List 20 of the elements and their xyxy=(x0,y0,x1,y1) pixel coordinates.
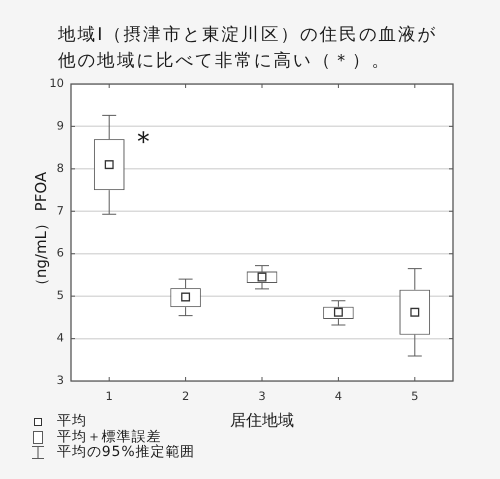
y-tick-label: 3 xyxy=(56,372,64,387)
annotation: ＊ xyxy=(129,124,158,158)
x-tick-label: 4 xyxy=(334,388,342,403)
text: 平均の95%推定範囲 xyxy=(57,444,196,460)
text: 平均 xyxy=(57,413,87,430)
x-tick-label: 2 xyxy=(182,388,190,403)
y-tick-label: 8 xyxy=(56,160,64,175)
y-tick-label: 6 xyxy=(56,246,64,260)
chart-title: 地域Ⅰ（摂津市と東淀川区）の住民の血液が他の地域に比べて非常に高い（＊）。 xyxy=(58,24,438,73)
y-tick-label: 10 xyxy=(49,76,64,90)
x-tick-label: 3 xyxy=(258,388,266,403)
y-tick-label: 7 xyxy=(56,203,64,218)
y-tick-label: 9 xyxy=(56,118,64,132)
y-tick-label: 5 xyxy=(56,288,64,302)
x-tick-label: 1 xyxy=(106,388,113,403)
y-tick-label: 4 xyxy=(56,330,64,345)
text: 平均＋標準誤差 xyxy=(57,428,162,444)
y-axis-title: （ng/mL） PFOA xyxy=(32,171,50,294)
x-axis-title: 居住地域 xyxy=(230,410,294,430)
x-tick-label: 5 xyxy=(411,388,418,403)
